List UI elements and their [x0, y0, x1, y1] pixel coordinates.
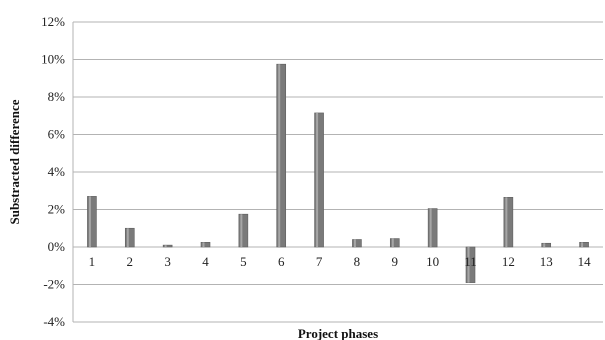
y-tick-label: -2%	[43, 277, 65, 292]
bar-highlight	[467, 247, 470, 283]
x-tick-label: 5	[240, 254, 247, 269]
x-tick-label: 10	[426, 254, 439, 269]
bar-highlight	[429, 208, 432, 247]
y-tick-label: 10%	[41, 52, 65, 67]
x-tick-labels: 1 2 3 4 5 6 7 8 9 10 11 12 13 14	[89, 254, 591, 269]
bar-10	[427, 208, 438, 248]
bar-9	[389, 238, 400, 248]
bar-5	[238, 213, 249, 248]
y-tick-label: -4%	[43, 314, 65, 329]
x-tick-label: 2	[127, 254, 134, 269]
bar-6	[276, 63, 287, 248]
x-tick-label: 1	[89, 254, 96, 269]
bar-highlight	[543, 243, 546, 247]
x-tick-label: 9	[392, 254, 399, 269]
bar-4	[200, 242, 211, 248]
bar-highlight	[353, 239, 356, 247]
x-tick-label: 7	[316, 254, 323, 269]
y-tick-label: 0%	[48, 239, 66, 254]
bar-11	[465, 246, 476, 283]
bar-highlight	[202, 242, 205, 247]
y-tick-labels: -4% -2% 0% 2% 4% 6% 8% 10% 12%	[41, 14, 65, 329]
bar-2	[124, 227, 135, 248]
bar-highlight	[316, 112, 319, 247]
bar-highlight	[581, 242, 584, 247]
x-tick-label: 8	[354, 254, 361, 269]
bar-highlight	[164, 245, 167, 247]
x-axis-title: Project phases	[298, 326, 378, 340]
x-tick-label: 6	[278, 254, 285, 269]
bar-13	[541, 242, 552, 248]
bar-14	[579, 242, 589, 248]
x-tick-label: 4	[202, 254, 209, 269]
x-tick-label: 12	[502, 254, 515, 269]
y-tick-label: 4%	[48, 164, 66, 179]
bar-8	[352, 239, 362, 248]
y-tick-label: 2%	[48, 202, 66, 217]
bars	[87, 63, 589, 283]
x-tick-label: 3	[164, 254, 171, 269]
bar-highlight	[126, 228, 129, 247]
bar-highlight	[505, 197, 508, 247]
y-tick-label: 8%	[48, 89, 66, 104]
y-tick-label: 12%	[41, 14, 65, 29]
bar-highlight	[88, 196, 91, 247]
bar-12	[503, 197, 514, 248]
bar-1	[87, 196, 97, 248]
bar-highlight	[240, 214, 243, 247]
y-axis-title: Substracted difference	[7, 99, 22, 224]
bar-3	[162, 244, 173, 248]
x-tick-label: 13	[540, 254, 553, 269]
x-tick-label: 11	[464, 254, 477, 269]
bar-7	[314, 112, 324, 248]
gridlines	[72, 21, 603, 323]
bar-highlight	[278, 64, 281, 247]
y-tick-label: 6%	[48, 127, 66, 142]
bar-highlight	[391, 238, 394, 247]
x-tick-label: 14	[578, 254, 592, 269]
